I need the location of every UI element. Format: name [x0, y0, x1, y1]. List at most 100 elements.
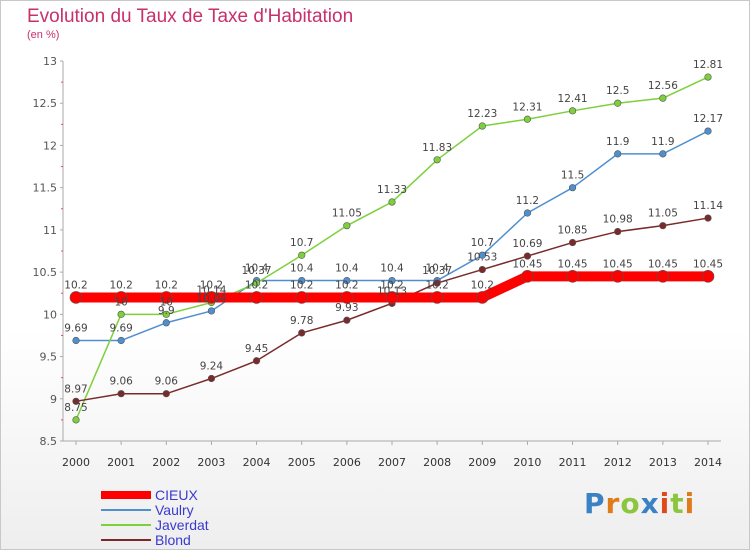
data-point-blond	[72, 397, 80, 405]
legend-item-vaulry: Vaulry	[101, 502, 301, 518]
data-point-blond	[478, 265, 486, 274]
data-point-cieux	[340, 291, 354, 304]
x-tick-label: 2006	[333, 456, 361, 469]
x-tick-label: 2000	[62, 456, 90, 469]
data-label-vaulry: 9.69	[64, 323, 87, 335]
data-label-cieux: 10.45	[558, 258, 588, 270]
x-tick-label: 2007	[378, 456, 406, 469]
x-tick-label: 2008	[423, 456, 451, 469]
chart-subtitle: (en %)	[27, 29, 60, 41]
y-tick-label: 12.5	[33, 97, 58, 110]
data-point-blond	[568, 238, 577, 247]
data-label-blond: 10.13	[377, 285, 407, 297]
data-label-blond: 9.06	[109, 376, 133, 388]
data-point-blond	[343, 316, 351, 324]
data-point-javerdat	[433, 156, 441, 164]
data-label-vaulry: 10.4	[335, 263, 359, 275]
data-label-cieux: 10.45	[693, 258, 723, 270]
data-label-blond: 9.45	[245, 343, 268, 355]
data-label-cieux: 10.2	[290, 279, 313, 291]
series-line-javerdat	[75, 76, 709, 421]
x-tick-label: 2003	[197, 456, 225, 469]
data-label-cieux: 10.2	[335, 279, 358, 291]
data-point-cieux	[521, 270, 534, 283]
data-label-cieux: 10.2	[425, 279, 448, 291]
data-label-cieux: 10.45	[648, 258, 678, 270]
data-label-blond: 11.14	[693, 200, 723, 212]
data-point-javerdat	[568, 107, 577, 115]
data-point-blond	[614, 227, 622, 236]
data-label-blond: 9.93	[335, 302, 358, 314]
data-label-blond: 10.69	[512, 238, 542, 250]
data-label-vaulry: 11.9	[651, 136, 674, 148]
data-label-blond: 9.78	[290, 315, 313, 327]
x-tick-label: 2002	[152, 456, 180, 469]
x-tick-label: 2014	[694, 456, 722, 469]
data-point-cieux	[385, 291, 399, 304]
data-point-javerdat	[659, 94, 667, 102]
y-tick-label: 11	[43, 224, 57, 237]
data-point-vaulry	[614, 150, 622, 158]
data-label-vaulry: 12.17	[693, 113, 723, 125]
x-tick-label: 2009	[468, 456, 496, 469]
data-label-vaulry: 11.5	[561, 170, 584, 182]
chart-title: Evolution du Taux de Taxe d'Habitation	[27, 6, 354, 27]
legend-item-cieux: CIEUX	[101, 487, 301, 503]
x-tick-label: 2004	[243, 456, 271, 469]
data-label-javerdat: 12.81	[693, 59, 723, 71]
x-tick-label: 2013	[649, 456, 677, 469]
data-label-javerdat: 11.05	[332, 208, 362, 220]
data-label-javerdat: 10	[114, 296, 127, 308]
data-label-blond: 10.85	[558, 225, 588, 237]
data-label-cieux: 10.2	[155, 279, 178, 291]
data-label-vaulry: 9.9	[158, 305, 175, 317]
data-point-javerdat	[523, 115, 532, 123]
data-point-javerdat	[343, 222, 351, 230]
data-label-cieux: 10.2	[380, 279, 403, 291]
x-tick-label: 2001	[107, 456, 135, 469]
legend-swatch-cieux	[101, 491, 151, 499]
data-label-vaulry: 10.4	[290, 263, 314, 275]
data-point-javerdat	[162, 310, 170, 318]
data-point-cieux	[250, 291, 263, 304]
x-tick-label: 2012	[604, 456, 632, 469]
data-label-javerdat: 10	[160, 296, 173, 308]
data-label-blond: 8.97	[64, 383, 87, 395]
x-tick-label: 2010	[513, 456, 541, 469]
y-tick-label: 10	[43, 308, 57, 321]
data-label-vaulry: 11.2	[516, 195, 539, 207]
legend-label-blond: Blond	[155, 532, 191, 548]
data-label-cieux: 10.45	[512, 258, 542, 270]
data-point-javerdat	[298, 251, 306, 259]
data-point-vaulry	[117, 336, 125, 345]
data-label-blond: 9.06	[155, 376, 179, 388]
data-label-cieux: 10.45	[603, 258, 633, 270]
data-label-blond: 10.53	[467, 252, 497, 264]
data-point-cieux	[701, 270, 715, 283]
data-label-cieux: 10.2	[245, 279, 268, 291]
data-point-vaulry	[523, 209, 532, 217]
data-point-cieux	[566, 270, 579, 283]
y-tick-label: 8.5	[40, 435, 58, 448]
data-point-javerdat	[614, 99, 622, 107]
data-point-javerdat	[704, 73, 712, 81]
data-label-vaulry: 9.69	[109, 323, 132, 335]
data-point-vaulry	[162, 319, 170, 327]
y-tick-label: 12	[43, 139, 57, 152]
legend-label-vaulry: Vaulry	[155, 502, 194, 518]
data-point-javerdat	[252, 279, 261, 287]
data-label-cieux: 10.2	[471, 279, 494, 291]
data-point-vaulry	[478, 251, 486, 259]
data-label-javerdat: 12.5	[606, 85, 629, 97]
data-point-vaulry	[568, 184, 577, 192]
data-point-cieux	[475, 291, 489, 304]
data-point-vaulry	[659, 150, 667, 158]
data-label-blond: 10.37	[422, 265, 452, 277]
data-point-javerdat	[72, 416, 80, 424]
data-label-javerdat: 12.31	[512, 101, 542, 113]
data-point-cieux	[611, 270, 625, 283]
data-label-vaulry: 10.7	[471, 237, 494, 249]
data-point-cieux	[656, 270, 670, 283]
